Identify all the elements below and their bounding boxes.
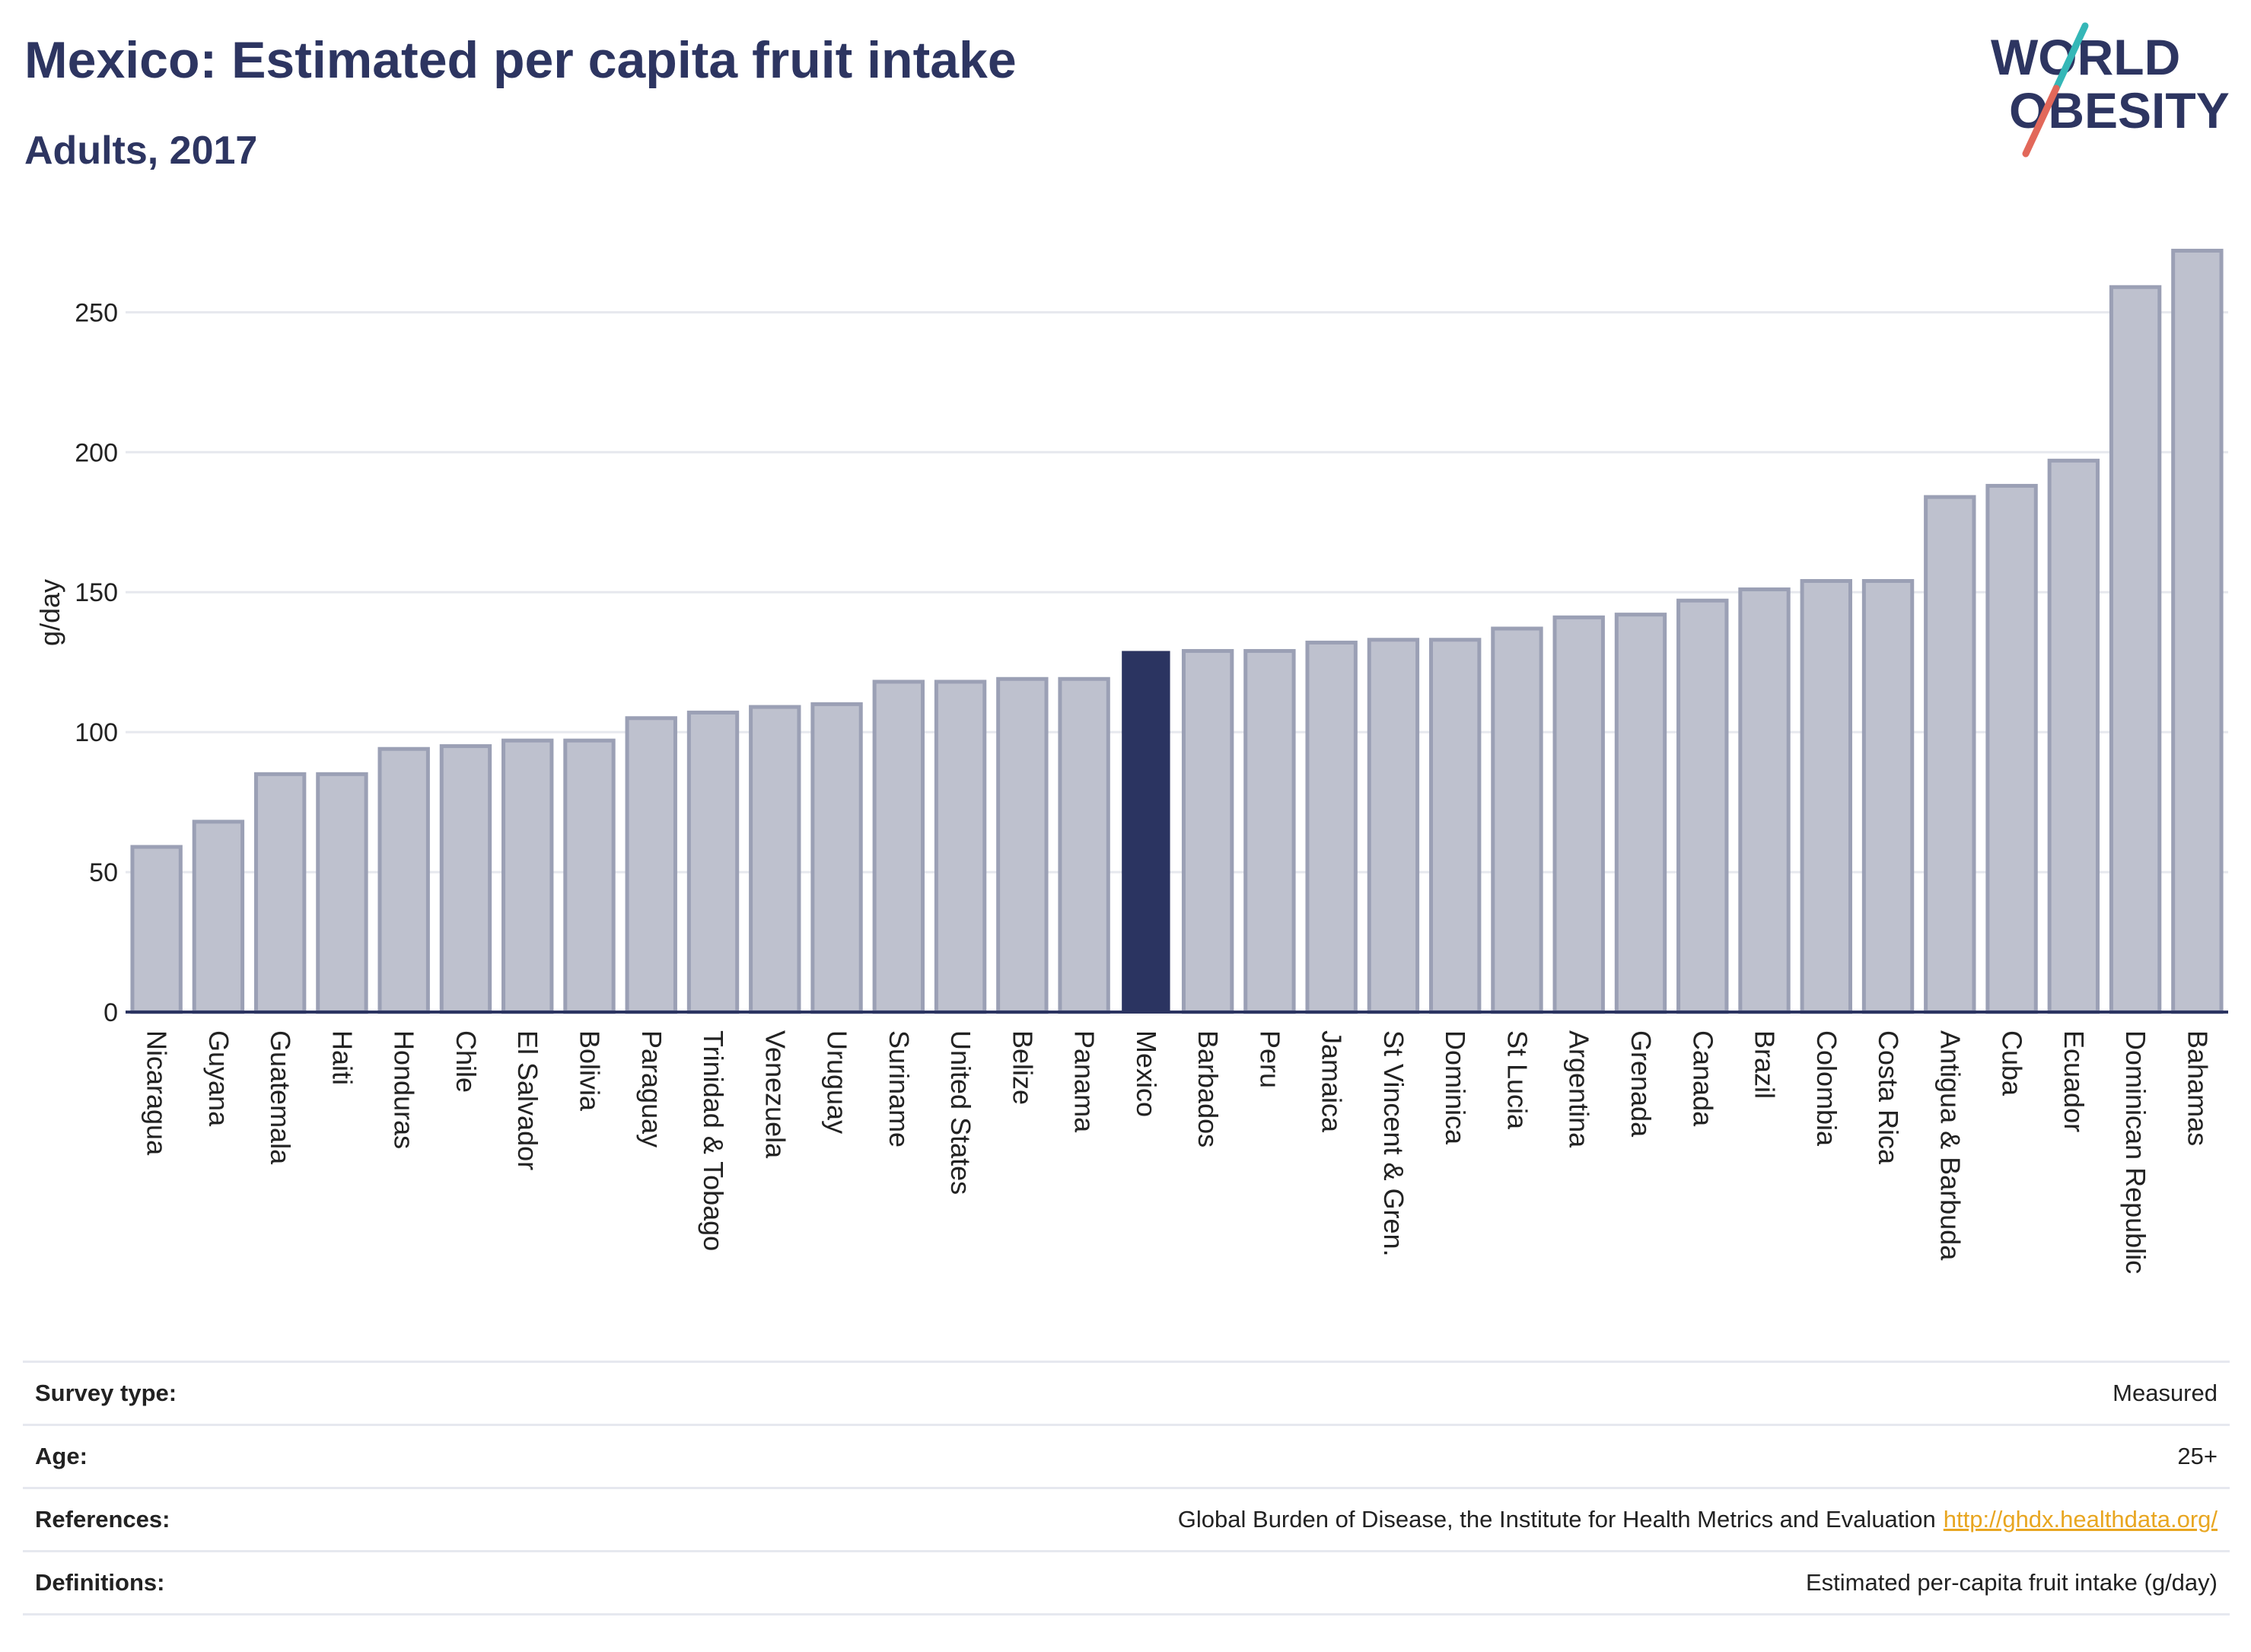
- y-tick-label: 100: [75, 718, 118, 747]
- x-tick-label: Nicaragua: [142, 1030, 173, 1156]
- bar-jamaica: [1305, 640, 1358, 1014]
- y-axis-title: g/day: [34, 579, 65, 646]
- info-value: 25+: [2177, 1443, 2218, 1469]
- x-tick-label: Uruguay: [822, 1030, 853, 1134]
- bar-bahamas: [2171, 248, 2224, 1014]
- bar-united-states: [934, 680, 987, 1014]
- world-obesity-logo: WORLD OBESITY: [1991, 22, 2230, 158]
- bar-chart: 0 50 100 150 200 250 g/day Nicaragua Guyana Guate…: [34, 248, 2228, 1274]
- x-tick-label: Ecuador: [2058, 1030, 2090, 1132]
- x-tick-label: Jamaica: [1317, 1030, 1348, 1133]
- x-tick-label: Chile: [451, 1030, 482, 1093]
- bar-mexico: [1122, 651, 1170, 1012]
- reference-link[interactable]: http://ghdx.healthdata.org/: [1943, 1506, 2218, 1533]
- x-tick-label: Bahamas: [2182, 1030, 2213, 1146]
- bar-uruguay: [810, 702, 863, 1014]
- bar-paraguay: [625, 716, 677, 1014]
- bar-trinidad-tobago: [686, 710, 740, 1014]
- x-tick-label: El Salvador: [512, 1030, 543, 1170]
- bar-peru: [1243, 648, 1296, 1014]
- y-tick-label: 50: [89, 858, 118, 887]
- logo-slash-teal: [2052, 22, 2089, 92]
- bar-nicaragua: [130, 845, 183, 1014]
- info-row-age: Age: 25+: [23, 1424, 2230, 1488]
- x-tick-label: Dominica: [1440, 1030, 1471, 1145]
- x-tick-label: Antigua & Barbuda: [1934, 1030, 1966, 1261]
- x-tick-label: Guyana: [203, 1030, 234, 1127]
- info-row-definitions: Definitions: Estimated per-capita fruit …: [23, 1551, 2230, 1615]
- bar-dominican-republic: [2109, 285, 2162, 1014]
- x-tick-label: Belize: [1007, 1030, 1038, 1105]
- x-tick-label: Mexico: [1131, 1030, 1162, 1117]
- x-tick-label: Canada: [1687, 1030, 1718, 1127]
- info-label: Age:: [35, 1443, 88, 1469]
- bar-antigua-barbuda: [1924, 495, 1976, 1014]
- info-row-references: References: Global Burden of Disease, th…: [23, 1488, 2230, 1552]
- bar-honduras: [377, 746, 430, 1014]
- bar-bolivia: [563, 738, 616, 1014]
- x-tick-label: Haiti: [326, 1030, 358, 1085]
- bar-guyana: [192, 820, 245, 1014]
- bar-chile: [439, 744, 492, 1014]
- x-tick-label: Guatemala: [265, 1030, 296, 1165]
- x-tick-label: Barbados: [1192, 1030, 1224, 1147]
- bar-grenada: [1614, 613, 1667, 1014]
- x-tick-label: Grenada: [1625, 1030, 1657, 1138]
- bar-guatemala: [253, 772, 307, 1014]
- x-tick-label: St Lucia: [1501, 1030, 1533, 1130]
- x-tick-label: Peru: [1254, 1030, 1285, 1088]
- info-label: Definitions:: [35, 1569, 165, 1596]
- info-row-survey-type: Survey type: Measured: [23, 1361, 2230, 1425]
- logo-slash-coral: [2022, 84, 2060, 158]
- bar-cuba: [1985, 483, 2038, 1014]
- x-tick-label: Panama: [1069, 1030, 1100, 1133]
- info-value: Estimated per-capita fruit intake (g/day…: [1805, 1569, 2218, 1596]
- y-tick-label: 200: [75, 438, 118, 467]
- info-value: Global Burden of Disease, the Institute …: [1177, 1506, 1936, 1533]
- x-tick-label: United States: [945, 1030, 976, 1195]
- x-tick-label: Bolivia: [574, 1030, 605, 1112]
- chart-title: Mexico: Estimated per capita fruit intak…: [24, 31, 1017, 89]
- x-tick-label: Suriname: [884, 1030, 915, 1147]
- bar-el-salvador: [501, 738, 554, 1014]
- logo-line-1: WORLD: [1991, 29, 2180, 85]
- info-table: Survey type: Measured Age: 25+ Reference…: [23, 1361, 2230, 1615]
- bar-ecuador: [2047, 458, 2100, 1014]
- x-tick-label: St Vincent & Gren.: [1378, 1030, 1409, 1257]
- bar-st-lucia: [1491, 626, 1543, 1014]
- x-tick-label: Dominican Republic: [2120, 1030, 2151, 1274]
- bar-belize: [996, 676, 1049, 1014]
- bar-dominica: [1428, 638, 1482, 1014]
- x-tick-label: Costa Rica: [1873, 1030, 1904, 1165]
- x-tick-label: Brazil: [1750, 1030, 1781, 1099]
- bar-canada: [1676, 598, 1729, 1014]
- x-tick-label: Paraguay: [636, 1030, 667, 1147]
- x-tick-label: Trinidad & Tobago: [698, 1030, 729, 1251]
- y-tick-label: 150: [75, 578, 118, 607]
- x-tick-label: Colombia: [1811, 1030, 1842, 1147]
- bar-haiti: [316, 772, 368, 1014]
- x-tick-label: Venezuela: [759, 1030, 791, 1159]
- x-tick-label: Honduras: [389, 1030, 420, 1149]
- info-label: Survey type:: [35, 1380, 177, 1406]
- y-tick-label: 0: [103, 998, 118, 1027]
- info-value: Measured: [2113, 1380, 2218, 1406]
- bar-costa-rica: [1861, 579, 1915, 1014]
- y-tick-label: 250: [75, 298, 118, 327]
- x-tick-label: Cuba: [1997, 1030, 2028, 1097]
- bar-barbados: [1181, 648, 1234, 1014]
- bar-panama: [1058, 676, 1110, 1014]
- chart-subtitle: Adults, 2017: [24, 129, 258, 173]
- bar-venezuela: [749, 705, 801, 1014]
- bar-st-vincent-gren-: [1367, 638, 1420, 1014]
- bar-argentina: [1552, 615, 1605, 1014]
- bar-suriname: [872, 680, 925, 1014]
- x-tick-label: Argentina: [1564, 1030, 1595, 1148]
- info-label: References:: [35, 1506, 170, 1533]
- bar-colombia: [1800, 579, 1852, 1014]
- bar-brazil: [1738, 587, 1791, 1014]
